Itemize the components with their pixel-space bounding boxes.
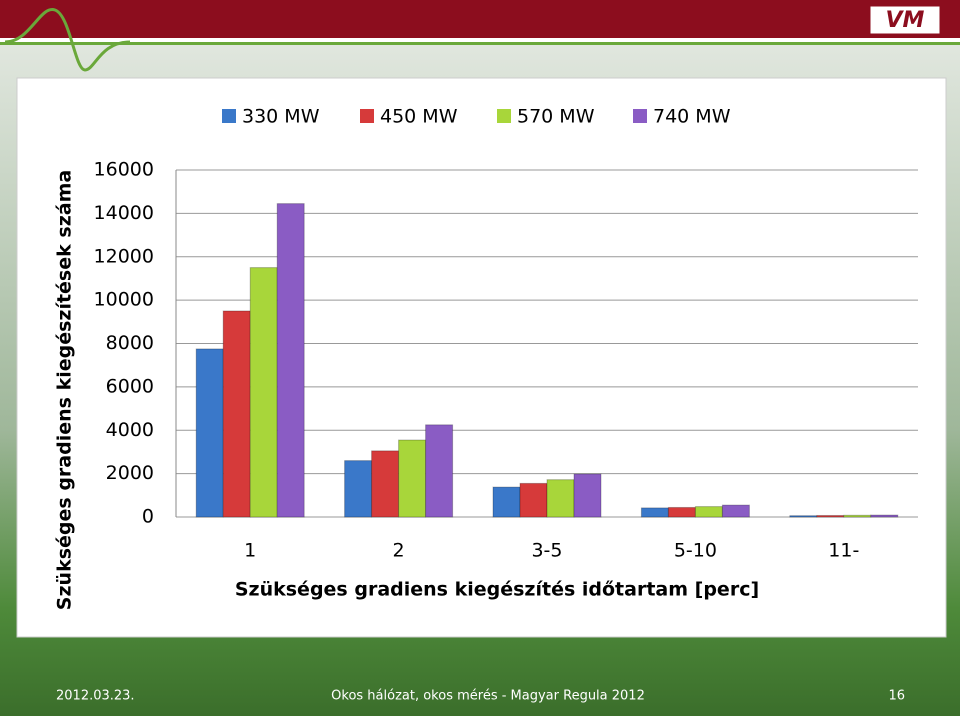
bar <box>371 450 400 518</box>
legend-swatch <box>497 109 511 123</box>
header-line <box>0 42 960 45</box>
x-tick-label: 3-5 <box>531 540 562 562</box>
bar <box>546 479 575 518</box>
footer-title: Okos hálózat, okos mérés - Magyar Regula… <box>331 689 645 704</box>
bar <box>195 348 224 518</box>
x-tick-label: 11- <box>828 540 859 562</box>
y-tick-label: 16000 <box>94 159 154 181</box>
legend-label: 450 MW <box>380 106 458 128</box>
bar <box>667 506 696 518</box>
bar <box>573 473 602 518</box>
bar <box>398 439 427 518</box>
bar <box>492 486 521 518</box>
bar <box>276 203 305 518</box>
x-tick-label: 5-10 <box>674 540 717 562</box>
y-tick-label: 0 <box>142 506 154 528</box>
header-stripe <box>0 38 960 42</box>
x-tick-label: 1 <box>244 540 256 562</box>
legend-label: 330 MW <box>242 106 320 128</box>
bar <box>843 514 872 518</box>
legend-label: 740 MW <box>653 106 731 128</box>
chart-panel <box>16 77 947 638</box>
legend-swatch <box>360 109 374 123</box>
footer-date: 2012.03.23. <box>56 689 135 704</box>
bar <box>519 482 548 518</box>
bar <box>222 310 251 518</box>
y-tick-label: 2000 <box>106 462 154 484</box>
x-axis-label: Szükséges gradiens kiegészítés időtartam… <box>235 579 759 601</box>
bar <box>870 514 899 518</box>
legend-label: 570 MW <box>517 106 595 128</box>
footer-page: 16 <box>888 689 905 704</box>
y-axis-label: Szükséges gradiens kiegészítések száma <box>54 170 76 610</box>
y-tick-label: 12000 <box>94 245 154 267</box>
legend-swatch <box>222 109 236 123</box>
y-tick-label: 6000 <box>106 375 154 397</box>
bar <box>425 424 454 518</box>
y-tick-label: 8000 <box>106 332 154 354</box>
header-band <box>0 0 960 38</box>
bar <box>721 504 750 518</box>
y-tick-label: 4000 <box>106 419 154 441</box>
bar <box>344 460 373 518</box>
y-tick-label: 14000 <box>94 202 154 224</box>
logo-box <box>869 5 941 35</box>
header-wave <box>4 8 131 72</box>
bar <box>694 506 723 518</box>
y-tick-label: 10000 <box>94 289 154 311</box>
logo: VM <box>886 8 925 33</box>
chart: 0 2000 4000 6000 8000 10000 12000 14000 16000 1 2 3… <box>54 106 918 610</box>
bar <box>249 267 278 518</box>
x-tick-label: 2 <box>393 540 405 562</box>
bar <box>816 514 845 518</box>
legend-swatch <box>633 109 647 123</box>
bar <box>789 515 818 518</box>
bar <box>640 507 669 518</box>
